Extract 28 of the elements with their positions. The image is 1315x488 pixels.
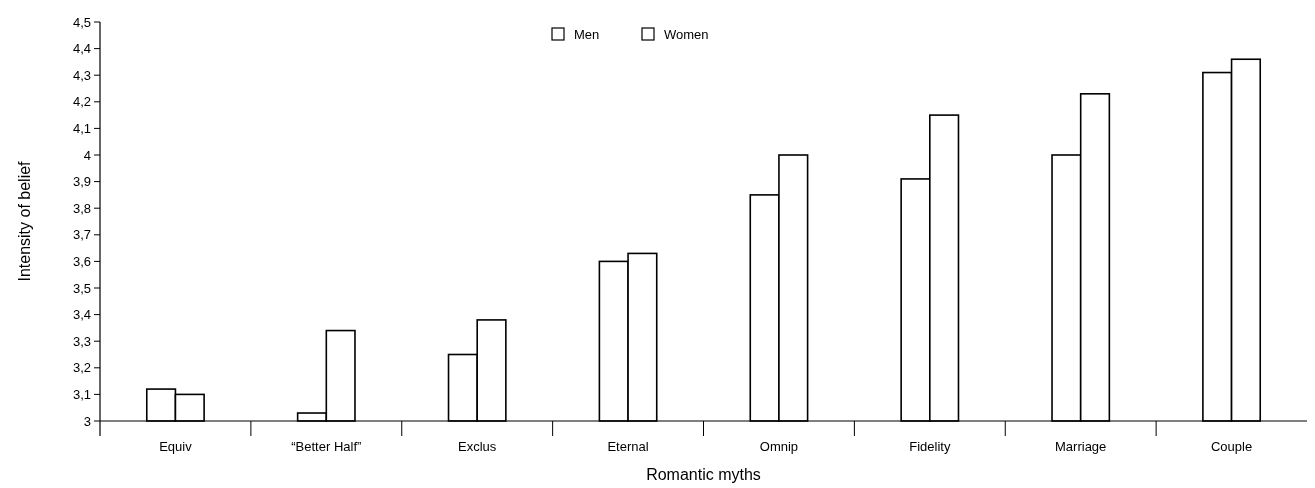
x-tick-label: Couple: [1210, 439, 1253, 454]
y-axis-title: Intensity of belief: [16, 160, 33, 282]
y-tick-label: 3,9: [72, 174, 91, 190]
y-tick-label: 4,4: [72, 41, 91, 57]
y-tick-label: 3,4: [72, 307, 91, 323]
y-tick-label: 4,3: [72, 67, 91, 83]
x-tick-label: “Better Half”: [291, 439, 362, 454]
x-tick-label: Omnip: [759, 439, 799, 454]
y-tick-label: 4: [83, 147, 91, 163]
x-axis-title: Romantic myths: [646, 466, 761, 483]
legend-label: Men: [574, 26, 600, 42]
y-tick-label: 3,7: [72, 227, 91, 243]
y-tick-label: 3,6: [72, 253, 91, 269]
x-tick-label: Equiv: [159, 439, 193, 454]
x-tick-label: Exclus: [458, 439, 497, 454]
y-tick-label: 3,2: [72, 360, 91, 376]
x-tick-label: Eternal: [607, 439, 649, 454]
y-tick-label: 3,1: [72, 386, 91, 402]
y-tick-label: 3,5: [72, 280, 91, 296]
y-tick-label: 4,1: [72, 120, 91, 136]
y-tick-label: 4,5: [72, 14, 91, 30]
y-tick-label: 3,8: [72, 200, 91, 216]
legend-label: Women: [664, 26, 709, 42]
y-tick-label: 3: [83, 413, 91, 429]
y-tick-label: 3,3: [72, 333, 91, 349]
x-tick-label: Fidelity: [909, 439, 951, 454]
y-tick-label: 4,2: [72, 94, 91, 110]
x-tick-label: Marriage: [1055, 439, 1107, 454]
